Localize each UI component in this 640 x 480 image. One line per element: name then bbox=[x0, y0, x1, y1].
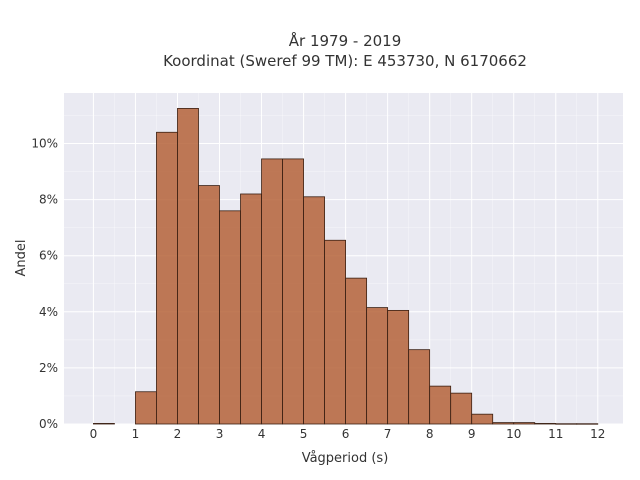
histogram-bar bbox=[471, 413, 494, 425]
histogram-bar bbox=[240, 193, 262, 425]
histogram-bar bbox=[366, 307, 389, 425]
x-tick-label: 3 bbox=[216, 427, 224, 441]
x-axis-ticks: 0 1 2 3 4 5 6 7 8 9 10 11 12 bbox=[90, 427, 606, 441]
x-tick-label: 2 bbox=[174, 427, 182, 441]
x-tick-label: 0 bbox=[90, 427, 98, 441]
y-axis-ticks: 0% 2% 4% 6% 8% 10% bbox=[31, 136, 58, 431]
x-tick-label: 6 bbox=[342, 427, 350, 441]
x-tick-label: 1 bbox=[132, 427, 140, 441]
y-axis-label: Andel bbox=[14, 240, 29, 277]
x-tick-label: 5 bbox=[300, 427, 308, 441]
y-tick-label: 6% bbox=[39, 249, 58, 263]
x-tick-label: 12 bbox=[590, 427, 605, 441]
x-tick-label: 4 bbox=[258, 427, 266, 441]
histogram-bar bbox=[450, 392, 473, 425]
x-tick-label: 11 bbox=[548, 427, 563, 441]
histogram-bar bbox=[429, 385, 452, 425]
x-tick-label: 9 bbox=[468, 427, 476, 441]
histogram-bar bbox=[282, 158, 304, 425]
y-tick-label: 0% bbox=[39, 417, 58, 431]
y-tick-label: 2% bbox=[39, 361, 58, 375]
histogram-bar bbox=[219, 210, 241, 425]
histogram-bar bbox=[177, 108, 199, 425]
histogram-bar bbox=[408, 349, 431, 425]
histogram-bar bbox=[387, 309, 410, 425]
histogram-bar bbox=[198, 185, 220, 425]
histogram-bar bbox=[135, 391, 157, 425]
histogram-bar bbox=[93, 423, 115, 425]
x-tick-label: 10 bbox=[506, 427, 521, 441]
x-axis-label: Vågperiod (s) bbox=[302, 451, 389, 466]
bars bbox=[93, 108, 599, 425]
y-tick-label: 8% bbox=[39, 193, 58, 207]
histogram-bar bbox=[492, 422, 515, 425]
histogram-bar bbox=[303, 196, 325, 425]
y-tick-label: 10% bbox=[31, 136, 58, 150]
histogram-bar bbox=[513, 422, 536, 425]
chart-title-line-1: År 1979 - 2019 bbox=[289, 31, 402, 50]
chart-title-line-2: Koordinat (Sweref 99 TM): E 453730, N 61… bbox=[163, 52, 527, 70]
histogram-bar bbox=[534, 423, 557, 425]
histogram-bar bbox=[576, 423, 599, 425]
histogram-bar bbox=[324, 239, 347, 425]
y-tick-label: 4% bbox=[39, 305, 58, 319]
histogram-bar bbox=[261, 158, 283, 425]
x-tick-label: 7 bbox=[384, 427, 392, 441]
histogram-bar bbox=[555, 423, 578, 425]
x-tick-label: 8 bbox=[426, 427, 434, 441]
histogram-bar bbox=[345, 277, 368, 425]
histogram-bar bbox=[156, 131, 178, 425]
